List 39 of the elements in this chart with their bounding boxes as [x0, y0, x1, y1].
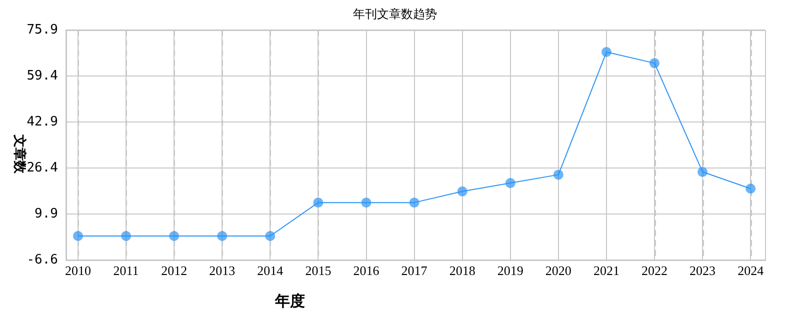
x-tick-label: 2021 — [593, 263, 620, 278]
x-tick-label: 2015 — [305, 263, 332, 278]
x-tick-label: 2018 — [449, 263, 476, 278]
y-tick-label: 9.9 — [34, 206, 58, 222]
x-tick-label: 2022 — [642, 263, 668, 278]
x-tick-label: 2017 — [401, 263, 428, 278]
x-tick-label: 2011 — [113, 263, 139, 278]
point — [650, 58, 660, 68]
point — [265, 231, 276, 242]
point — [746, 184, 756, 194]
x-tick-label: 2010 — [65, 263, 92, 278]
point — [505, 178, 516, 188]
point — [217, 231, 228, 242]
chart-title: 年刊文章数趋势 — [352, 6, 438, 23]
point — [409, 198, 420, 208]
x-tick-label: 2020 — [545, 263, 572, 278]
x-tick-label: 2014 — [257, 263, 284, 278]
y-tick-label: 59.4 — [26, 68, 58, 84]
point — [121, 231, 132, 242]
point — [361, 198, 372, 208]
point — [698, 166, 708, 177]
x-tick-label: 2016 — [353, 263, 380, 278]
point — [73, 231, 84, 242]
point — [169, 231, 180, 242]
x-tick-label: 2019 — [497, 263, 524, 278]
y-tick-label: 26.4 — [26, 160, 58, 176]
y-tick-label: 75.9 — [26, 22, 58, 38]
point — [313, 198, 324, 208]
point — [457, 186, 468, 196]
point — [553, 170, 564, 180]
y-tick-label: -6.6 — [26, 252, 58, 268]
y-axis-title: 文章数 — [10, 134, 28, 174]
x-tick-label: 2013 — [209, 263, 236, 278]
y-tick-label: 42.9 — [26, 114, 58, 130]
x-axis-title: 年度 — [275, 292, 305, 311]
point — [601, 47, 612, 58]
x-tick-label: 2023 — [690, 263, 716, 278]
x-tick-label: 2024 — [738, 263, 764, 278]
x-tick-label: 2012 — [161, 263, 188, 278]
